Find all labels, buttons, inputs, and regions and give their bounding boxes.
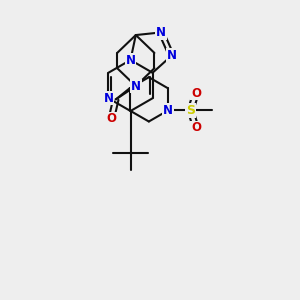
Text: N: N (163, 104, 173, 117)
Text: O: O (106, 112, 116, 125)
Text: N: N (103, 92, 113, 105)
Text: O: O (191, 121, 201, 134)
Text: N: N (167, 49, 176, 62)
Text: N: N (125, 53, 136, 67)
Text: O: O (191, 86, 201, 100)
Text: N: N (156, 26, 166, 39)
Text: S: S (186, 104, 195, 117)
Text: N: N (131, 80, 141, 93)
